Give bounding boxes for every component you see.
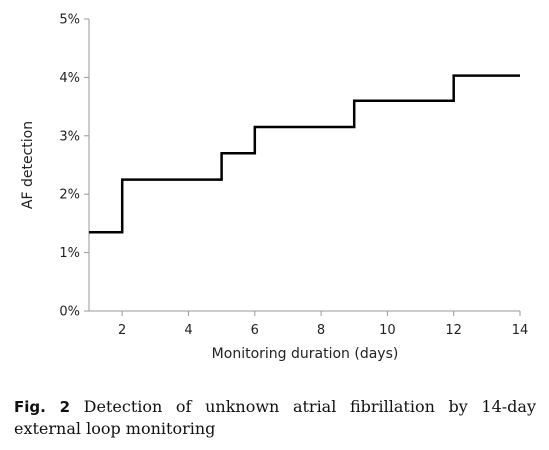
y-tick-label: 1% bbox=[59, 246, 80, 261]
chart: 0% 1% 2% 3% 4% 5% 2 4 6 8 10 12 14 AF detection Mon… bbox=[20, 13, 529, 363]
y-tick-label: 0% bbox=[59, 305, 80, 320]
y-tick-label: 3% bbox=[59, 129, 80, 144]
x-tick-label: 4 bbox=[184, 323, 192, 338]
figure-caption-text: Detection of unknown atrial fibrillation… bbox=[14, 397, 537, 438]
x-tick-label: 10 bbox=[379, 323, 396, 338]
series-layer bbox=[89, 74, 520, 234]
series-line bbox=[89, 74, 520, 234]
y-tick-label: 5% bbox=[59, 13, 80, 28]
figure-label: Fig. 2 bbox=[14, 398, 71, 416]
y-axis-title: AF detection bbox=[20, 121, 36, 209]
y-axis: 0% 1% 2% 3% 4% 5% bbox=[59, 13, 90, 320]
y-tick-label: 2% bbox=[59, 188, 80, 203]
x-axis: 2 4 6 8 10 12 14 bbox=[89, 310, 529, 338]
x-tick-label: 2 bbox=[118, 323, 126, 338]
x-tick-label: 12 bbox=[445, 323, 462, 338]
y-tick-label: 4% bbox=[59, 71, 80, 86]
x-tick-label: 8 bbox=[317, 323, 325, 338]
x-tick-label: 14 bbox=[512, 323, 529, 338]
x-axis-title: Monitoring duration (days) bbox=[212, 346, 399, 362]
figure-caption: Fig. 2 Detection of unknown atrial fibri… bbox=[14, 396, 536, 440]
x-tick-label: 6 bbox=[251, 323, 259, 338]
